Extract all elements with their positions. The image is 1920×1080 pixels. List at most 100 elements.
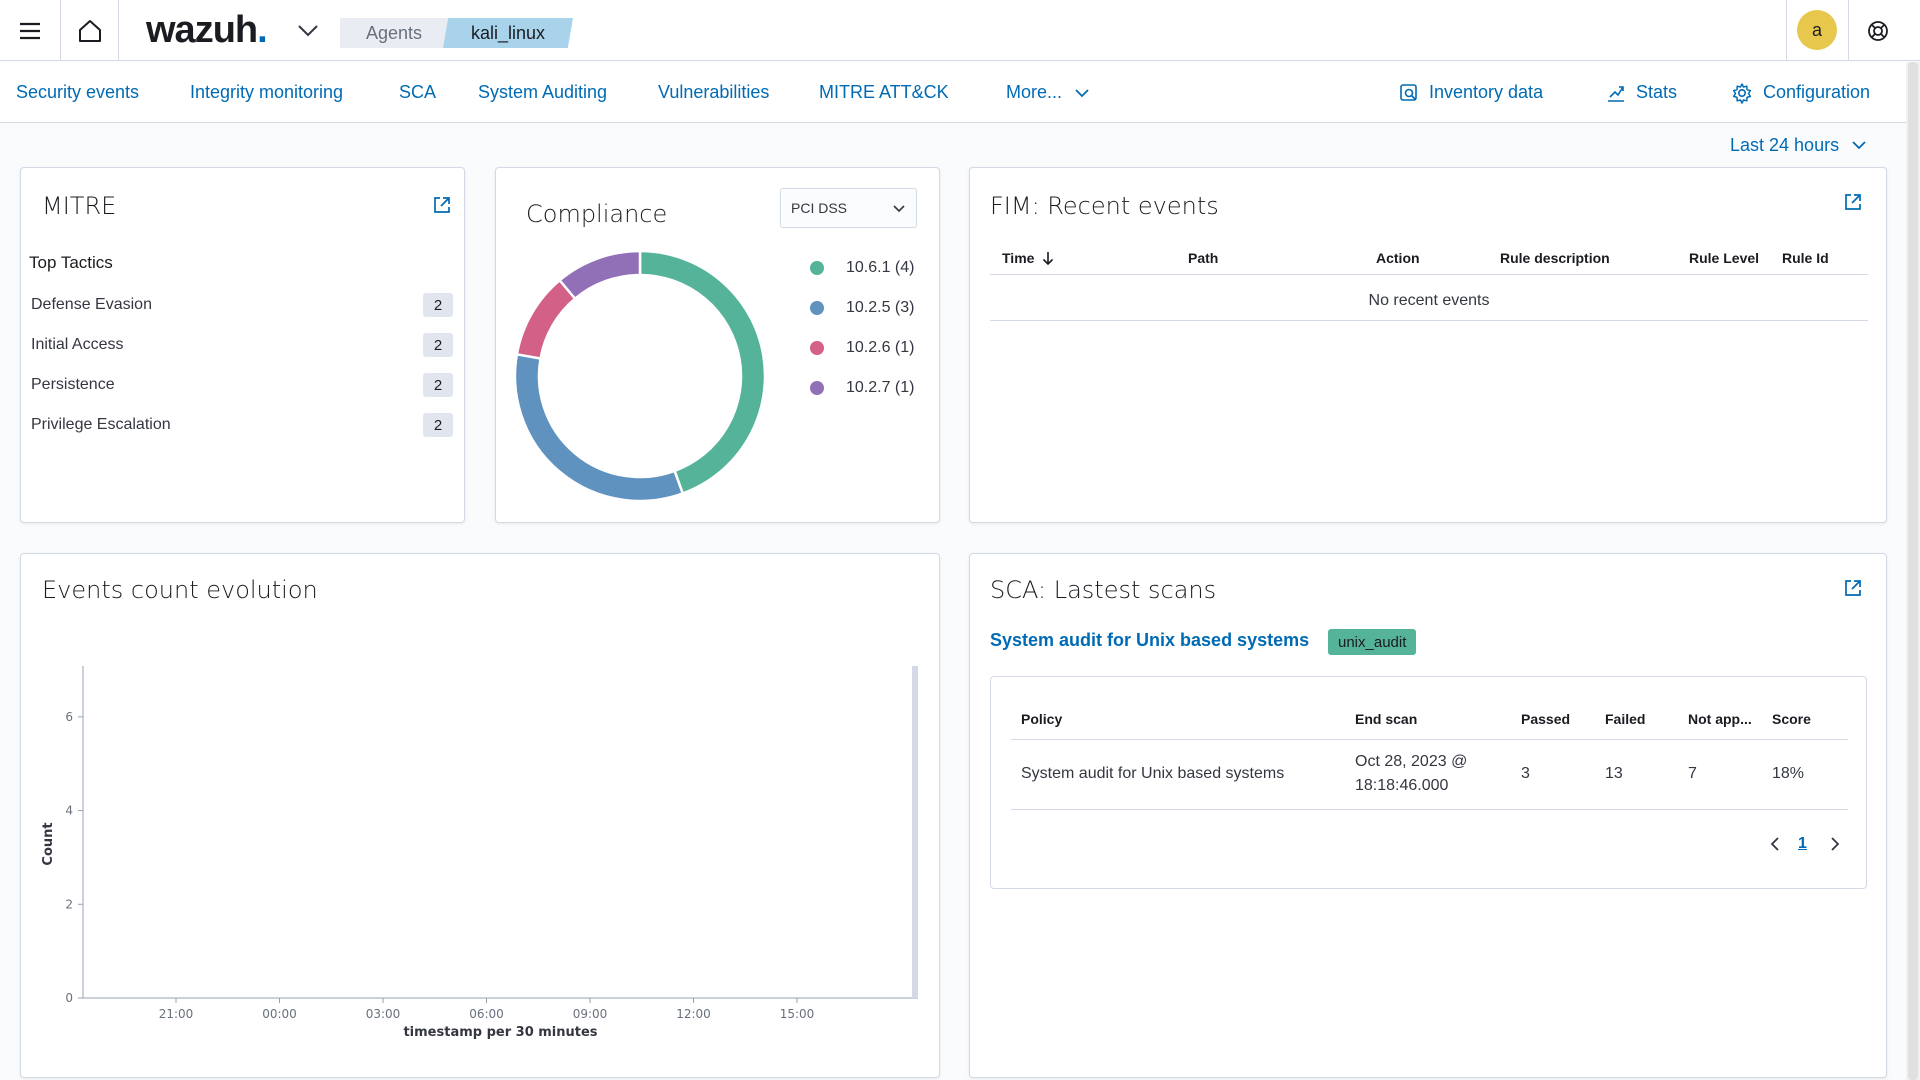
time-range-label: Last 24 hours [1730, 134, 1840, 155]
home-icon[interactable] [61, 0, 118, 61]
column-header-end-scan[interactable]: End scan [1355, 711, 1418, 727]
stats-button[interactable]: Stats [1606, 62, 1677, 123]
compliance-panel: Compliance PCI DSS 10.6.1 (4) 10.2.5 (3) 1… [495, 167, 940, 523]
x-tick-label: 09:00 [573, 1007, 608, 1021]
legend-item[interactable]: 10.6.1 (4) [810, 255, 914, 281]
tab-vulnerabilities[interactable]: Vulnerabilities [658, 82, 770, 102]
sort-arrow-down-icon [1043, 252, 1054, 265]
divider [1011, 739, 1848, 740]
column-header-rule-description[interactable]: Rule description [1500, 250, 1610, 266]
panel-title: MITRE [42, 192, 117, 220]
chevron-right-icon [1831, 837, 1840, 851]
cell-policy[interactable]: System audit for Unix based systems [1021, 765, 1285, 782]
configuration-button[interactable]: Configuration [1731, 62, 1870, 123]
column-header-failed[interactable]: Failed [1605, 711, 1646, 727]
stats-icon [1608, 85, 1624, 102]
donut-slice[interactable] [514, 352, 685, 502]
tab-system-auditing[interactable]: System Auditing [478, 82, 608, 102]
external-link-icon[interactable] [1843, 192, 1863, 212]
pagination-prev[interactable] [1769, 829, 1781, 859]
tactic-row[interactable]: Privilege Escalation 2 [31, 409, 455, 441]
legend-item[interactable]: 10.2.6 (1) [810, 335, 914, 361]
help-icon[interactable] [1849, 0, 1906, 61]
column-label: Time [1002, 250, 1035, 266]
column-header-time[interactable]: Time [1002, 238, 1054, 278]
compliance-standard-select[interactable]: PCI DSS [780, 188, 917, 228]
chevron-down-icon [893, 204, 905, 212]
module-nav: Security events Integrity monitoring SCA… [0, 62, 1920, 123]
donut-slice[interactable] [515, 278, 577, 360]
page-number: 1 [1798, 835, 1807, 852]
pagination-page[interactable]: 1 [1798, 829, 1807, 859]
inventory-data-button[interactable]: Inventory data [1399, 62, 1543, 123]
chevron-left-icon [1770, 837, 1779, 851]
divider [1848, 0, 1849, 61]
x-tick-label: 06:00 [469, 1007, 504, 1021]
chevron-down-icon[interactable] [290, 0, 326, 61]
divider [1786, 0, 1787, 61]
tactic-count-badge: 2 [423, 333, 453, 357]
breadcrumb-agent[interactable]: kali_linux [443, 18, 573, 48]
divider [990, 274, 1868, 275]
avatar[interactable]: a [1797, 10, 1837, 50]
donut-slice[interactable] [557, 250, 642, 301]
tactic-row[interactable]: Persistence 2 [31, 369, 455, 401]
column-header-passed[interactable]: Passed [1521, 711, 1571, 727]
tab-sca[interactable]: SCA [399, 82, 437, 102]
breadcrumb-agents[interactable]: Agents [340, 18, 448, 48]
legend-label: 10.2.6 (1) [846, 339, 915, 356]
external-link-icon[interactable] [432, 195, 452, 215]
tab-integrity-monitoring[interactable]: Integrity monitoring [190, 82, 344, 102]
panel-title: FIM: Recent events [990, 192, 1219, 220]
more-menu[interactable]: More... [1006, 62, 1090, 123]
chevron-down-icon [1852, 141, 1866, 150]
column-header-score[interactable]: Score [1772, 711, 1811, 727]
wazuh-logo[interactable]: wazuh. [146, 6, 268, 54]
column-header-not-applicable[interactable]: Not app... [1688, 711, 1752, 727]
tactic-count-badge: 2 [423, 413, 453, 437]
events-count-panel: Events count evolution 0 2 4 6 21:00 00:00 03:… [20, 553, 940, 1078]
brush-handle[interactable] [912, 666, 918, 998]
select-value: PCI DSS [791, 200, 848, 216]
gear-icon [1732, 82, 1752, 104]
x-tick-label: 12:00 [676, 1007, 711, 1021]
x-tick-label: 21:00 [159, 1007, 194, 1021]
chevron-down-icon [1075, 88, 1089, 97]
top-tactics-heading: Top Tactics [29, 253, 113, 272]
column-header-rule-id[interactable]: Rule Id [1782, 250, 1829, 266]
column-header-policy[interactable]: Policy [1021, 711, 1063, 727]
sca-policy-link[interactable]: System audit for Unix based systems [990, 630, 1310, 650]
pagination-next[interactable] [1829, 829, 1841, 859]
external-link-icon[interactable] [1843, 578, 1863, 598]
tactic-row[interactable]: Initial Access 2 [31, 329, 455, 361]
donut-slice[interactable] [638, 250, 766, 496]
x-axis-title: timestamp per 30 minutes [403, 1025, 597, 1040]
y-tick-label: 6 [65, 710, 73, 724]
legend-item[interactable]: 10.2.7 (1) [810, 375, 914, 401]
legend-item[interactable]: 10.2.5 (3) [810, 295, 914, 321]
divider [1011, 809, 1848, 810]
column-header-path[interactable]: Path [1188, 250, 1219, 266]
time-range-picker[interactable]: Last 24 hours [1730, 130, 1867, 160]
legend-label: 10.2.7 (1) [846, 379, 915, 396]
tab-mitre-attack[interactable]: MITRE ATT&CK [819, 82, 949, 102]
tab-security-events[interactable]: Security events [16, 82, 140, 102]
divider [118, 0, 119, 61]
logo-text: wazuh [146, 8, 258, 51]
column-header-rule-level[interactable]: Rule Level [1689, 250, 1760, 266]
menu-icon[interactable] [0, 0, 60, 61]
cell-not-applicable: 7 [1688, 765, 1697, 782]
panel-title: SCA: Lastest scans [990, 576, 1217, 604]
tactic-name: Persistence [31, 376, 115, 393]
fim-panel: FIM: Recent events Time Path Action Rule… [969, 167, 1887, 523]
more-label: More... [1006, 82, 1063, 102]
column-header-action[interactable]: Action [1376, 250, 1420, 266]
cell-end-scan: Oct 28, 2023 @ 18:18:46.000 [1355, 739, 1467, 809]
empty-state-text: No recent events [1368, 292, 1490, 309]
tactic-count-badge: 2 [423, 373, 453, 397]
sca-panel: SCA: Lastest scans System audit for Unix… [969, 553, 1887, 1078]
inventory-data-label: Inventory data [1429, 82, 1544, 102]
tactic-name: Privilege Escalation [31, 416, 171, 433]
page-scrollbar-thumb[interactable] [1908, 62, 1918, 1080]
tactic-row[interactable]: Defense Evasion 2 [31, 289, 455, 321]
